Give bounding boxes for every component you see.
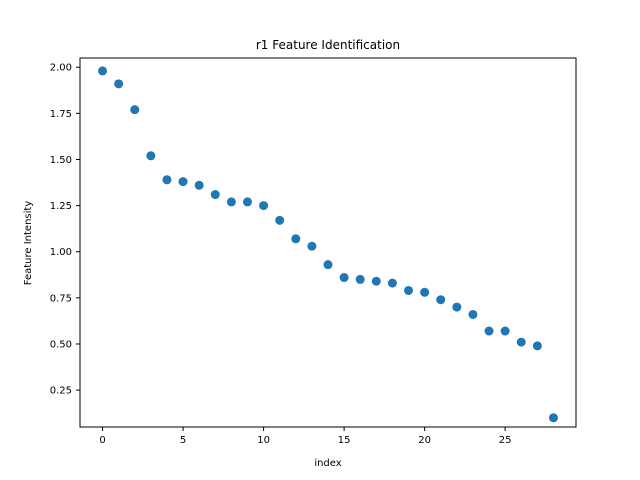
- data-point: [436, 295, 446, 305]
- x-tick-label: 0: [99, 435, 105, 446]
- x-tick-label: 5: [180, 435, 186, 446]
- data-point: [532, 341, 542, 351]
- data-point: [130, 105, 140, 115]
- y-tick-label: 0.75: [50, 293, 72, 304]
- data-point: [226, 197, 236, 207]
- y-tick-label: 0.50: [50, 339, 72, 350]
- data-point: [404, 285, 414, 295]
- data-point: [468, 309, 478, 319]
- plot-area-frame: [79, 57, 577, 428]
- data-point: [500, 326, 510, 336]
- data-point: [259, 201, 269, 211]
- data-point: [242, 197, 252, 207]
- data-point: [275, 215, 285, 225]
- y-tick-label: 1.50: [50, 155, 72, 166]
- data-point: [452, 302, 462, 312]
- data-point: [339, 273, 349, 283]
- data-point: [323, 260, 333, 270]
- y-tick-label: 1.75: [50, 109, 72, 120]
- data-points: [98, 66, 558, 423]
- data-point: [291, 234, 301, 244]
- x-tick-label: 15: [338, 435, 351, 446]
- data-point: [484, 326, 494, 336]
- y-tick-label: 0.25: [50, 386, 72, 397]
- x-tick-label: 10: [257, 435, 270, 446]
- x-tick-label: 25: [499, 435, 512, 446]
- data-point: [98, 66, 108, 76]
- data-point: [178, 177, 188, 187]
- y-axis-ticks: 0.25 0.50 0.75 1.00 1.25 1.50 1.75 2.00: [50, 63, 80, 397]
- data-point: [516, 337, 526, 347]
- data-point: [210, 190, 220, 200]
- data-point: [371, 276, 381, 286]
- y-tick-label: 1.00: [50, 247, 72, 258]
- data-point: [146, 151, 156, 161]
- x-axis-ticks: 0 5 10 15 20 25: [99, 427, 512, 446]
- data-point: [355, 274, 365, 284]
- data-point: [387, 278, 397, 288]
- y-axis-label: Feature Intensity: [23, 201, 34, 286]
- data-point: [548, 413, 558, 423]
- data-point: [194, 180, 204, 190]
- data-point: [114, 79, 124, 89]
- y-tick-label: 2.00: [50, 63, 72, 74]
- x-tick-label: 20: [418, 435, 431, 446]
- y-tick-label: 1.25: [50, 201, 72, 212]
- chart-title: r1 Feature Identification: [256, 38, 400, 52]
- data-point: [162, 175, 172, 185]
- data-point: [307, 241, 317, 251]
- x-axis-label: index: [314, 458, 341, 469]
- data-point: [420, 287, 430, 297]
